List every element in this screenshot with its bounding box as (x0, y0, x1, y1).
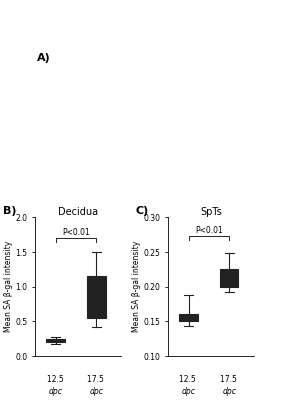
Text: 17.5: 17.5 (220, 376, 239, 384)
Text: dpc: dpc (89, 387, 103, 396)
Text: dpc: dpc (49, 387, 63, 396)
PathPatch shape (87, 276, 106, 318)
Text: 12.5: 12.5 (179, 376, 198, 384)
Title: Decidua: Decidua (58, 207, 98, 217)
Y-axis label: Mean SA β-gal intensity: Mean SA β-gal intensity (5, 241, 14, 332)
PathPatch shape (179, 314, 198, 321)
Y-axis label: Mean SA β-gal intensity: Mean SA β-gal intensity (132, 241, 141, 332)
Text: B): B) (3, 206, 16, 216)
Text: 12.5: 12.5 (47, 376, 65, 384)
Text: A): A) (38, 53, 51, 63)
Text: P<0.01: P<0.01 (62, 228, 90, 237)
PathPatch shape (220, 269, 239, 287)
PathPatch shape (47, 339, 65, 342)
Text: C): C) (136, 206, 149, 216)
Text: P<0.01: P<0.01 (195, 226, 223, 235)
Text: dpc: dpc (182, 387, 195, 396)
Text: dpc: dpc (222, 387, 236, 396)
Title: SpTs: SpTs (200, 207, 222, 217)
Text: 17.5: 17.5 (87, 376, 106, 384)
